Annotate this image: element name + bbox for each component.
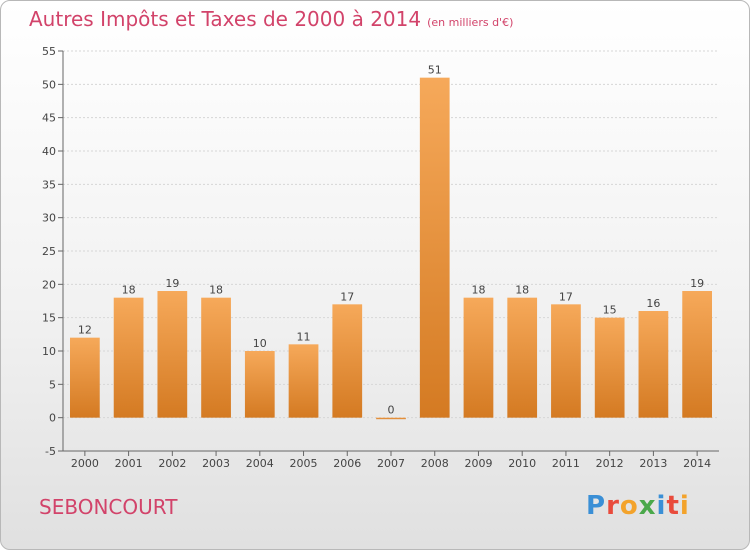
y-tick-label: 35	[42, 178, 56, 191]
value-label-2012: 15	[603, 304, 617, 317]
bar-2001	[113, 297, 144, 418]
value-label-2001: 18	[122, 284, 136, 297]
y-tick-label: 25	[42, 245, 56, 258]
bar-2004	[244, 351, 275, 418]
bar-2008	[419, 77, 450, 418]
y-tick-label: -5	[45, 445, 56, 458]
bar-2007	[376, 417, 406, 420]
y-tick-label: 20	[42, 278, 56, 291]
bar-2011	[551, 304, 581, 418]
x-tick-label-2011: 2011	[552, 457, 580, 470]
y-tick-label: 0	[49, 412, 56, 425]
bar-2013	[638, 311, 669, 418]
bar-2010	[507, 297, 538, 418]
proxiti-logo[interactable]: Proxiti	[586, 491, 690, 521]
x-tick-label-2008: 2008	[421, 457, 449, 470]
value-label-2011: 17	[559, 290, 573, 303]
bar-2002	[157, 291, 188, 418]
value-label-2010: 18	[515, 284, 529, 297]
x-tick-label-2003: 2003	[202, 457, 230, 470]
chart-title-text: Autres Impôts et Taxes de 2000 à 2014	[29, 7, 422, 31]
y-tick-label: 10	[42, 345, 56, 358]
bar-2006	[332, 304, 363, 418]
bar-2014	[682, 291, 713, 418]
x-tick-label-2001: 2001	[115, 457, 143, 470]
bar-2000	[69, 337, 100, 418]
x-tick-label-2002: 2002	[158, 457, 186, 470]
x-tick-label-2012: 2012	[596, 457, 624, 470]
x-tick-label-2013: 2013	[639, 457, 667, 470]
chart-title: Autres Impôts et Taxes de 2000 à 2014 (en…	[29, 7, 513, 31]
y-tick-label: 55	[42, 45, 56, 58]
y-tick-label: 50	[42, 78, 56, 91]
chart-subtitle: (en milliers d'€)	[427, 16, 514, 29]
value-label-2000: 12	[78, 324, 92, 337]
y-tick-label: 5	[49, 378, 56, 391]
value-label-2013: 16	[646, 297, 660, 310]
value-label-2007: 0	[388, 404, 395, 417]
x-tick-label-2009: 2009	[464, 457, 492, 470]
value-label-2006: 17	[340, 290, 354, 303]
value-label-2002: 19	[165, 277, 179, 290]
x-tick-label-2006: 2006	[333, 457, 361, 470]
y-tick-label: 15	[42, 312, 56, 325]
value-label-2014: 19	[690, 277, 704, 290]
bar-2009	[463, 297, 494, 418]
value-label-2003: 18	[209, 284, 223, 297]
bar-2012	[594, 317, 625, 418]
y-tick-label: 30	[42, 212, 56, 225]
value-label-2008: 51	[428, 64, 442, 77]
value-label-2004: 10	[253, 337, 267, 350]
x-tick-label-2010: 2010	[508, 457, 536, 470]
value-label-2005: 11	[297, 330, 311, 343]
commune-name: SEBONCOURT	[39, 495, 178, 519]
value-label-2009: 18	[471, 284, 485, 297]
y-tick-label: 40	[42, 145, 56, 158]
y-tick-label: 45	[42, 112, 56, 125]
x-tick-label-2007: 2007	[377, 457, 405, 470]
x-tick-label-2014: 2014	[683, 457, 711, 470]
bar-2005	[288, 344, 319, 418]
x-tick-label-2004: 2004	[246, 457, 274, 470]
x-tick-label-2000: 2000	[71, 457, 99, 470]
x-tick-label-2005: 2005	[290, 457, 318, 470]
bar-2003	[201, 297, 231, 418]
